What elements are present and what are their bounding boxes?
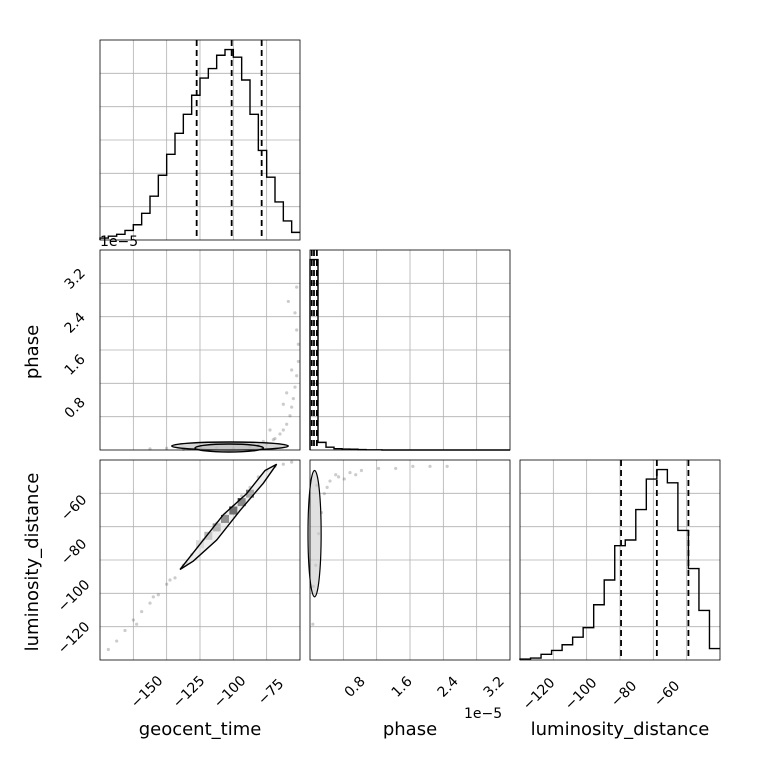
scatter-point [156, 593, 160, 597]
scatter-point [359, 468, 364, 473]
scatter-point [106, 647, 110, 652]
x-axis-label-geocent-time: geocent_time [139, 719, 262, 740]
scatter-point [281, 462, 285, 466]
scatter-point [173, 576, 177, 580]
scatter-point [151, 595, 155, 599]
histogram-step [519, 468, 720, 660]
scatter-point [165, 446, 169, 450]
panel-frame [99, 459, 301, 661]
tick-label: −100 [562, 675, 601, 714]
tick-label: 1.6 [62, 352, 89, 379]
tick-label: 1.6 [389, 674, 416, 701]
scatter-point [354, 473, 358, 477]
scatter-point [334, 473, 338, 477]
scatter-point [268, 428, 272, 432]
scatter-point [140, 609, 144, 614]
tick-label: 0.8 [342, 674, 369, 701]
scatter-point [296, 342, 300, 346]
scatter-point [273, 436, 277, 441]
scatter-point [295, 374, 299, 378]
x-ticks-geocent-time: −150 −125 −100 −75 [128, 673, 287, 712]
scatter-point [293, 311, 297, 315]
panel-frame [99, 249, 301, 451]
panels [99, 39, 721, 661]
x-ticks-luminosity-distance: −120 −100 −80 −60 [520, 675, 683, 714]
scatter-point [288, 414, 292, 418]
scatter-point [281, 428, 285, 432]
tick-label: −120 [55, 619, 94, 658]
scatter-point [325, 485, 329, 489]
tick-label: 3.2 [62, 266, 89, 293]
scatter-point [135, 622, 139, 626]
scatter-point [428, 464, 432, 468]
tick-label: −100 [211, 673, 250, 712]
scatter-point [286, 299, 290, 304]
panel-frame [309, 459, 511, 661]
scatter-point [278, 432, 282, 436]
scatter-point [291, 396, 295, 401]
scatter-point [336, 475, 341, 479]
tick-label: −60 [651, 678, 683, 710]
phase-offset-label-bottom: 1e−5 [464, 706, 502, 722]
scatter-point [322, 492, 326, 496]
scatter-point [148, 601, 152, 605]
scatter-point [376, 466, 381, 471]
scatter-point [328, 479, 332, 483]
panel-frame [519, 459, 721, 661]
scatter-point [285, 391, 289, 395]
scatter-point [123, 628, 127, 633]
scatter-point [285, 422, 289, 426]
scatter-point [281, 402, 285, 406]
tick-label: −80 [58, 536, 90, 568]
scatter-point [295, 328, 299, 332]
tick-label: −100 [55, 577, 94, 616]
tick-label: −75 [255, 676, 287, 708]
x-axis-label-luminosity-distance: luminosity_distance [531, 719, 710, 740]
tick-label: 2.4 [435, 674, 462, 701]
tick-label: 0.8 [62, 395, 89, 422]
scatter-point [290, 368, 294, 372]
scatter-point [293, 385, 297, 389]
y-axis-label-luminosity-distance: luminosity_distance [22, 473, 43, 652]
tick-label: −120 [520, 675, 559, 714]
scatter-point [394, 466, 398, 471]
contour-line [179, 463, 278, 571]
scatter-point [168, 578, 172, 582]
panel-frame [309, 249, 511, 451]
tick-label: −80 [608, 678, 640, 710]
x-ticks-phase: 0.8 1.6 2.4 3.2 [342, 674, 508, 701]
scatter-point [342, 477, 346, 481]
contour-line [307, 469, 322, 598]
tick-label: −150 [128, 673, 167, 712]
scatter-point [295, 285, 299, 289]
tick-label: −60 [58, 492, 90, 524]
scatter-point [290, 405, 294, 409]
y-ticks-luminosity-distance: −60 −80 −100 −120 [55, 492, 94, 657]
scatter-point [271, 438, 275, 442]
histogram-step [99, 48, 300, 240]
y-axis-label-phase: phase [22, 325, 43, 379]
y-ticks-phase: 3.2 2.4 1.6 0.8 [62, 266, 89, 422]
scatter-point [445, 464, 449, 468]
contour-line [194, 443, 265, 453]
scatter-point [115, 639, 119, 643]
scatter-point [311, 622, 315, 626]
scatter-point [411, 464, 415, 468]
scatter-point [165, 582, 169, 586]
tick-label: 3.2 [481, 674, 508, 701]
scatter-point [296, 359, 300, 364]
panel-frame [99, 39, 301, 241]
scatter-point [348, 471, 352, 475]
tick-label: −125 [170, 673, 209, 712]
x-axis-label-phase: phase [383, 719, 437, 740]
scatter-point [131, 618, 135, 622]
scatter-point [290, 460, 294, 464]
tick-label: 2.4 [62, 310, 89, 337]
phase-offset-label: 1e−5 [100, 234, 138, 250]
